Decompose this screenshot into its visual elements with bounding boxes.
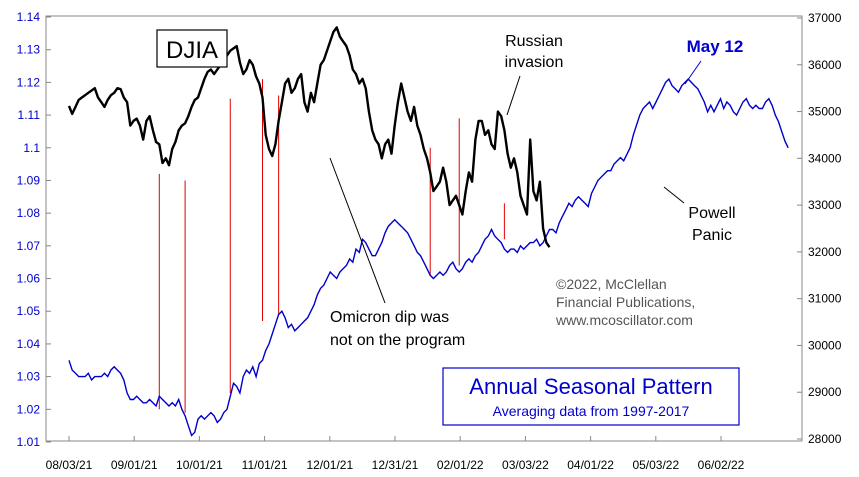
- x-axis-tick-label: 08/03/21: [46, 458, 93, 472]
- left-axis-tick-label: 1.1: [23, 141, 40, 155]
- left-axis-tick-label: 1.03: [17, 370, 41, 384]
- left-axis-tick-label: 1.01: [17, 435, 41, 449]
- left-axis-tick-label: 1.04: [17, 337, 41, 351]
- seasonal-pattern-title: Annual Seasonal Pattern: [469, 374, 712, 399]
- left-axis-tick-label: 1.11: [18, 108, 41, 122]
- x-axis-tick-label: 12/31/21: [372, 458, 419, 472]
- left-axis-tick-label: 1.08: [17, 206, 41, 220]
- djia-title-box: [156, 29, 228, 68]
- powell-panic-label-line1: Powell: [688, 205, 735, 222]
- x-axis-tick-label: 03/03/22: [502, 458, 549, 472]
- x-axis-tick-label: 02/01/22: [437, 458, 484, 472]
- x-axis-tick-label: 09/01/21: [111, 458, 158, 472]
- seasonal-pattern-legend-box: [442, 367, 740, 426]
- may-12-label: May 12: [687, 37, 744, 56]
- copyright-line1: ©2022, McClellan: [556, 276, 667, 292]
- x-axis-tick-label: 05/03/22: [632, 458, 679, 472]
- right-axis-tick-label: 36000: [808, 58, 842, 72]
- left-axis: 1.011.021.031.041.051.061.071.081.091.11…: [17, 10, 51, 449]
- right-axis-tick-label: 33000: [808, 198, 842, 212]
- x-axis-tick-label: 12/01/21: [306, 458, 353, 472]
- copyright-line2: Financial Publications,: [556, 294, 695, 310]
- right-axis-tick-label: 32000: [808, 245, 842, 259]
- powell-panic-label-line2: Panic: [692, 227, 732, 244]
- x-axis: 08/03/21 09/01/21 10/01/21 11/01/21 12/01/21…: [46, 436, 745, 472]
- seasonal-pattern-subtitle: Averaging data from 1997-2017: [493, 403, 690, 419]
- omicron-pointer: [329, 157, 386, 304]
- russian-invasion-pointer: [506, 75, 521, 116]
- omicron-label-line1: Omicron dip was: [330, 309, 449, 326]
- x-axis-tick-label: 06/02/22: [698, 458, 745, 472]
- russian-invasion-label-line2: invasion: [505, 54, 564, 71]
- right-axis-tick-label: 35000: [808, 105, 842, 119]
- may-12-pointer: [684, 60, 702, 85]
- right-axis-tick-label: 37000: [808, 11, 842, 25]
- right-axis-tick-label: 29000: [808, 385, 842, 399]
- plot-frame: [45, 15, 803, 442]
- right-axis: 28000 29000 30000 31000 32000 33000 34000 35000…: [797, 11, 842, 446]
- powell-panic-pointer: [663, 186, 685, 204]
- right-axis-tick-label: 31000: [808, 292, 842, 306]
- x-axis-tick-label: 04/01/22: [567, 458, 614, 472]
- left-axis-tick-label: 1.07: [17, 239, 41, 253]
- left-axis-tick-label: 1.09: [17, 173, 41, 187]
- right-axis-tick-label: 34000: [808, 151, 842, 165]
- left-axis-tick-label: 1.05: [17, 304, 41, 318]
- omicron-label-line2: not on the program: [330, 332, 465, 349]
- right-axis-tick-label: 28000: [808, 432, 842, 446]
- right-axis-tick-label: 30000: [808, 338, 842, 352]
- seasonal-pattern-series-line: [68, 77, 789, 437]
- left-axis-tick-label: 1.14: [17, 10, 41, 24]
- left-axis-tick-label: 1.12: [17, 75, 41, 89]
- left-axis-tick-label: 1.06: [17, 272, 41, 286]
- russian-invasion-label-line1: Russian: [505, 33, 563, 50]
- x-axis-tick-label: 11/01/21: [242, 458, 288, 472]
- copyright-line3: www.mcoscillator.com: [555, 312, 693, 328]
- x-axis-tick-label: 10/01/21: [176, 458, 223, 472]
- left-axis-tick-label: 1.13: [17, 43, 41, 57]
- djia-series-line: [67, 26, 551, 248]
- left-axis-tick-label: 1.02: [17, 402, 41, 416]
- djia-title: DJIA: [166, 37, 218, 64]
